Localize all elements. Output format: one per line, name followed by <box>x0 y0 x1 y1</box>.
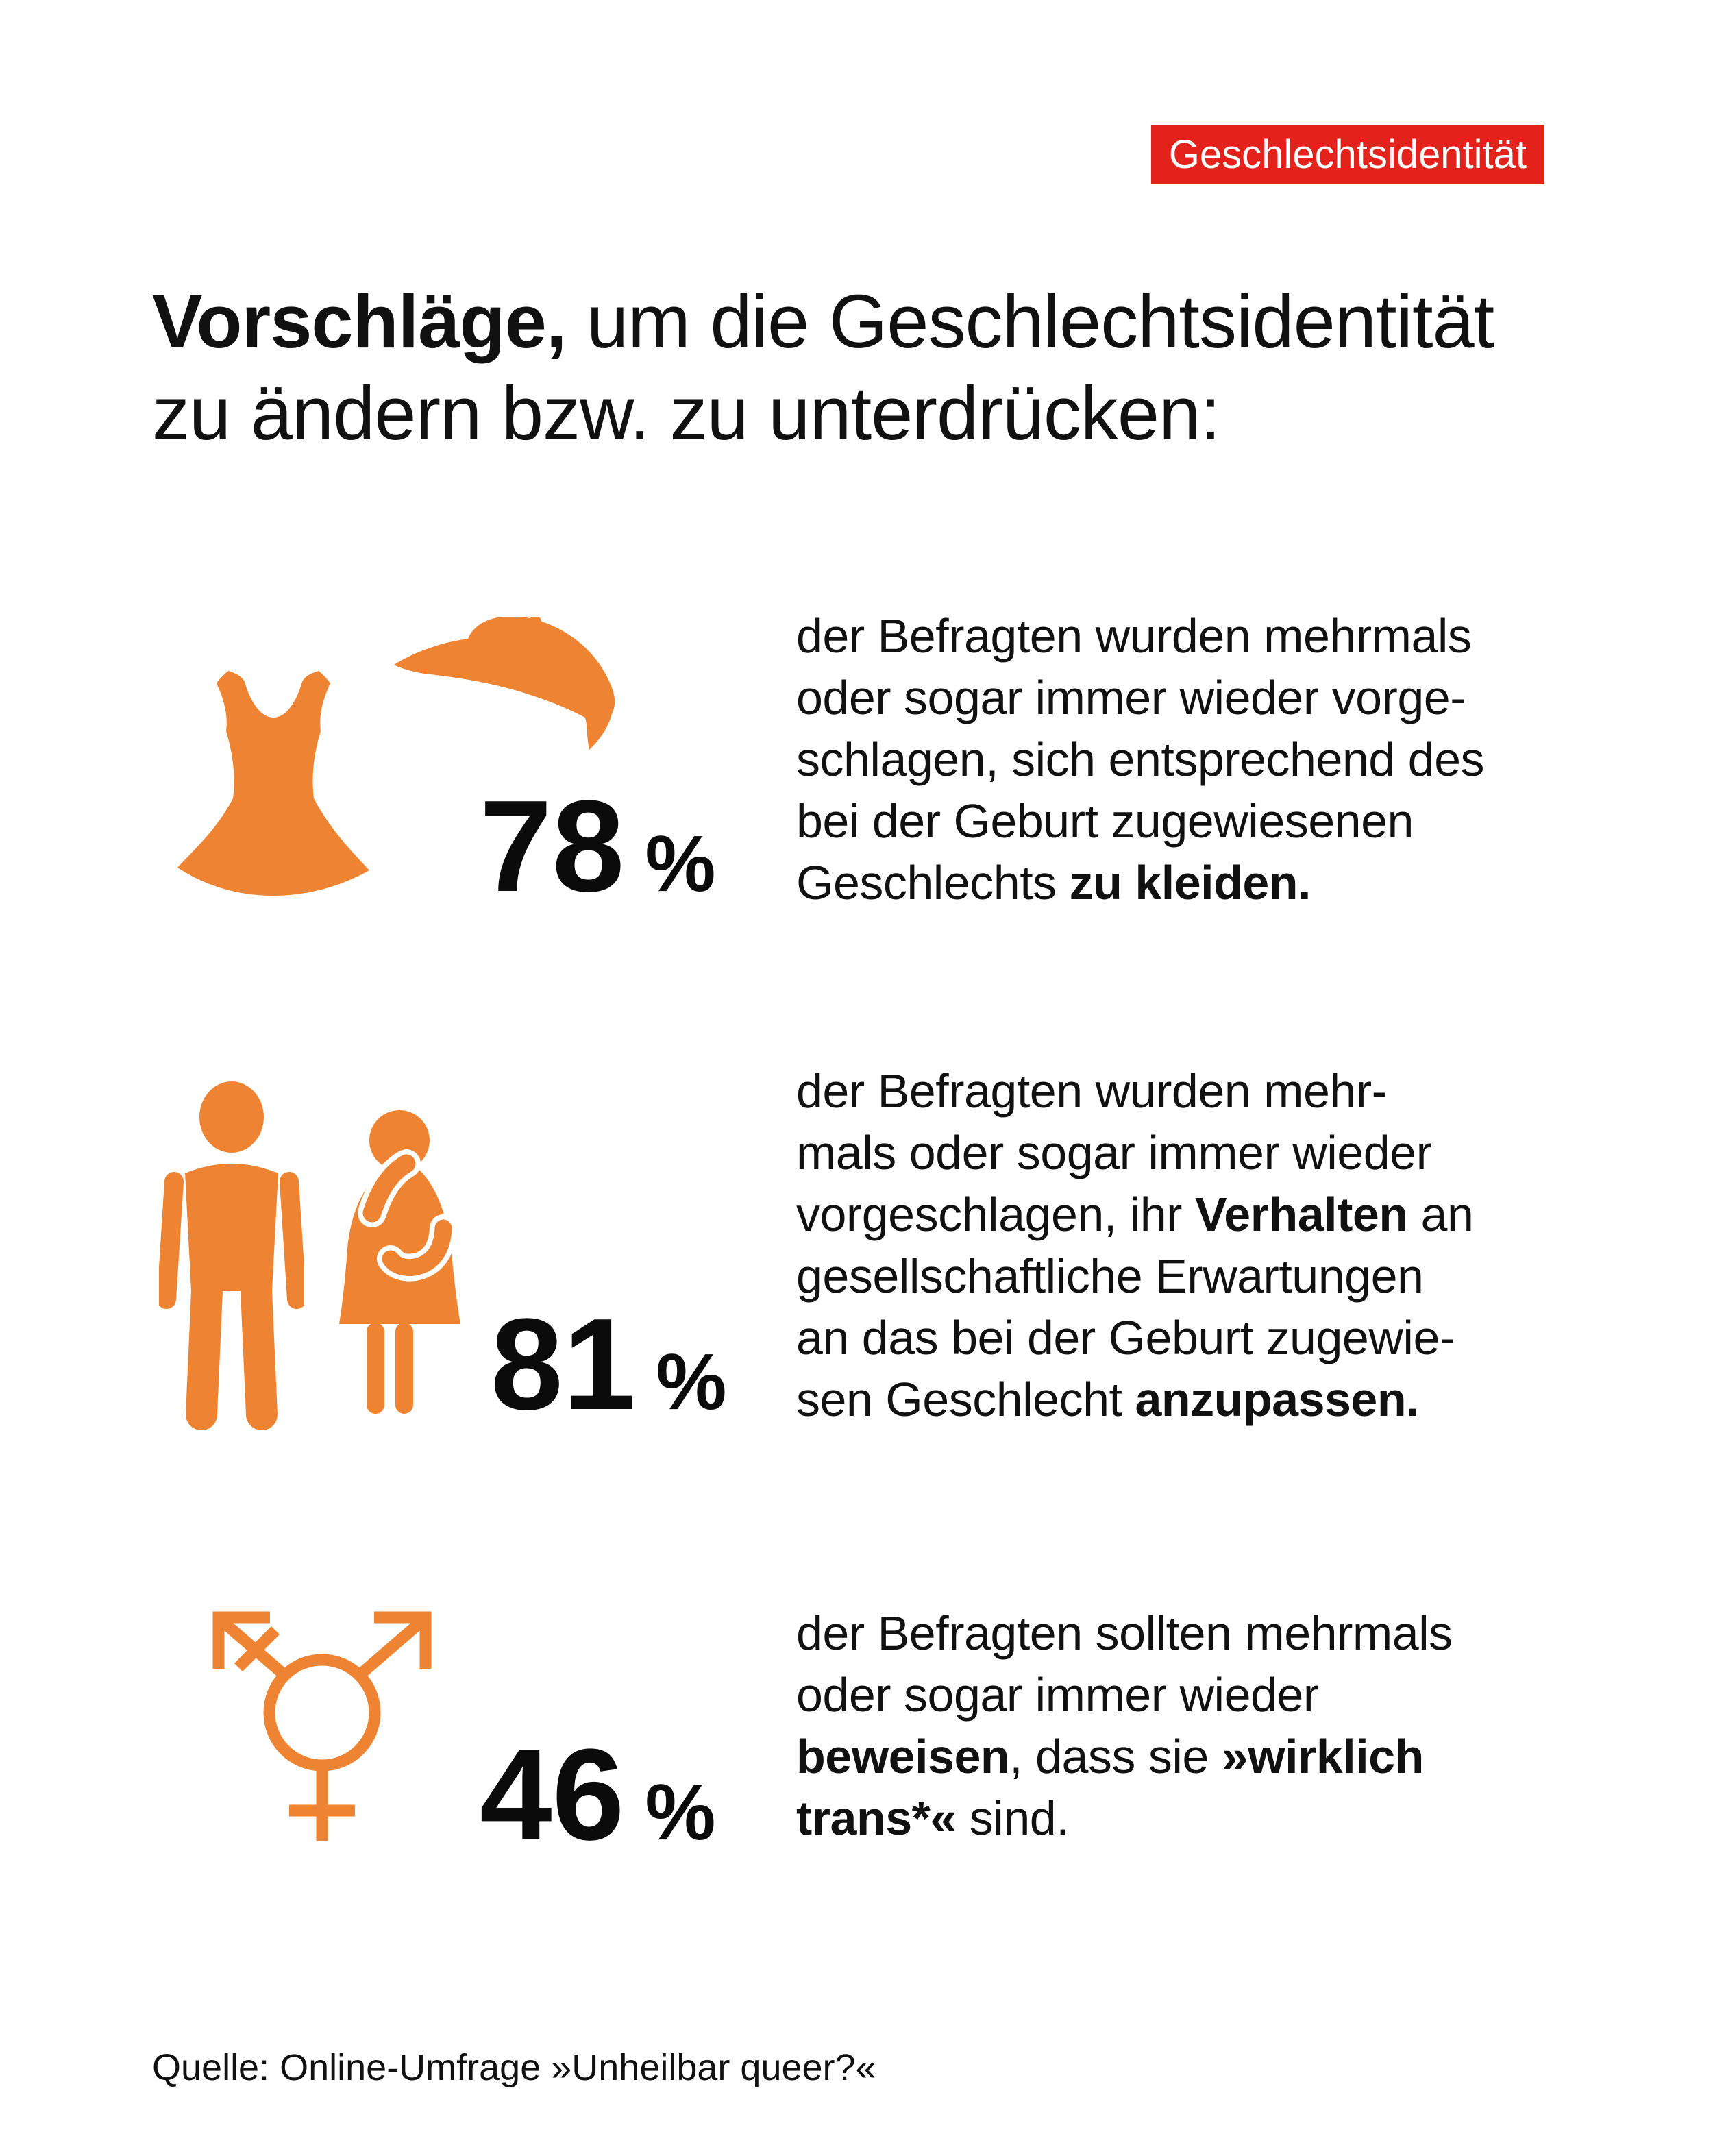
category-badge-label: Geschlechtsidentität <box>1168 132 1527 177</box>
stat-number: 46 <box>480 1722 625 1867</box>
percent-sign: % <box>656 1337 727 1426</box>
stat-value-clothing: 78% <box>480 781 716 911</box>
stat-number: 78 <box>480 774 625 919</box>
percent-sign: % <box>645 1767 716 1857</box>
source-note: Quelle: Online-Umfrage »Unheilbar queer?… <box>152 2047 876 2088</box>
stat-text-proof: der Befragten sollten mehrmals oder sogar… <box>796 1606 1453 1845</box>
stat-value-proof: 46% <box>480 1730 716 1860</box>
woman-icon <box>339 1110 460 1414</box>
cap-icon <box>394 617 615 750</box>
stat-value-behaviour: 81% <box>491 1299 727 1430</box>
transgender-icon <box>212 1611 432 1841</box>
stat-text-clothing: der Befragten wurden mehrmals oder sogar … <box>796 609 1485 909</box>
stat-text-behaviour: der Befragten wurden mehr-mals oder soga… <box>796 1064 1474 1426</box>
percent-sign: % <box>645 819 716 908</box>
dress-icon <box>177 671 369 896</box>
category-badge: Geschlechtsidentität <box>1150 125 1544 184</box>
man-icon <box>159 1081 304 1430</box>
stat-number: 81 <box>491 1292 636 1437</box>
page-title: Vorschläge, um die Geschlechtsidentität z… <box>152 280 1494 456</box>
